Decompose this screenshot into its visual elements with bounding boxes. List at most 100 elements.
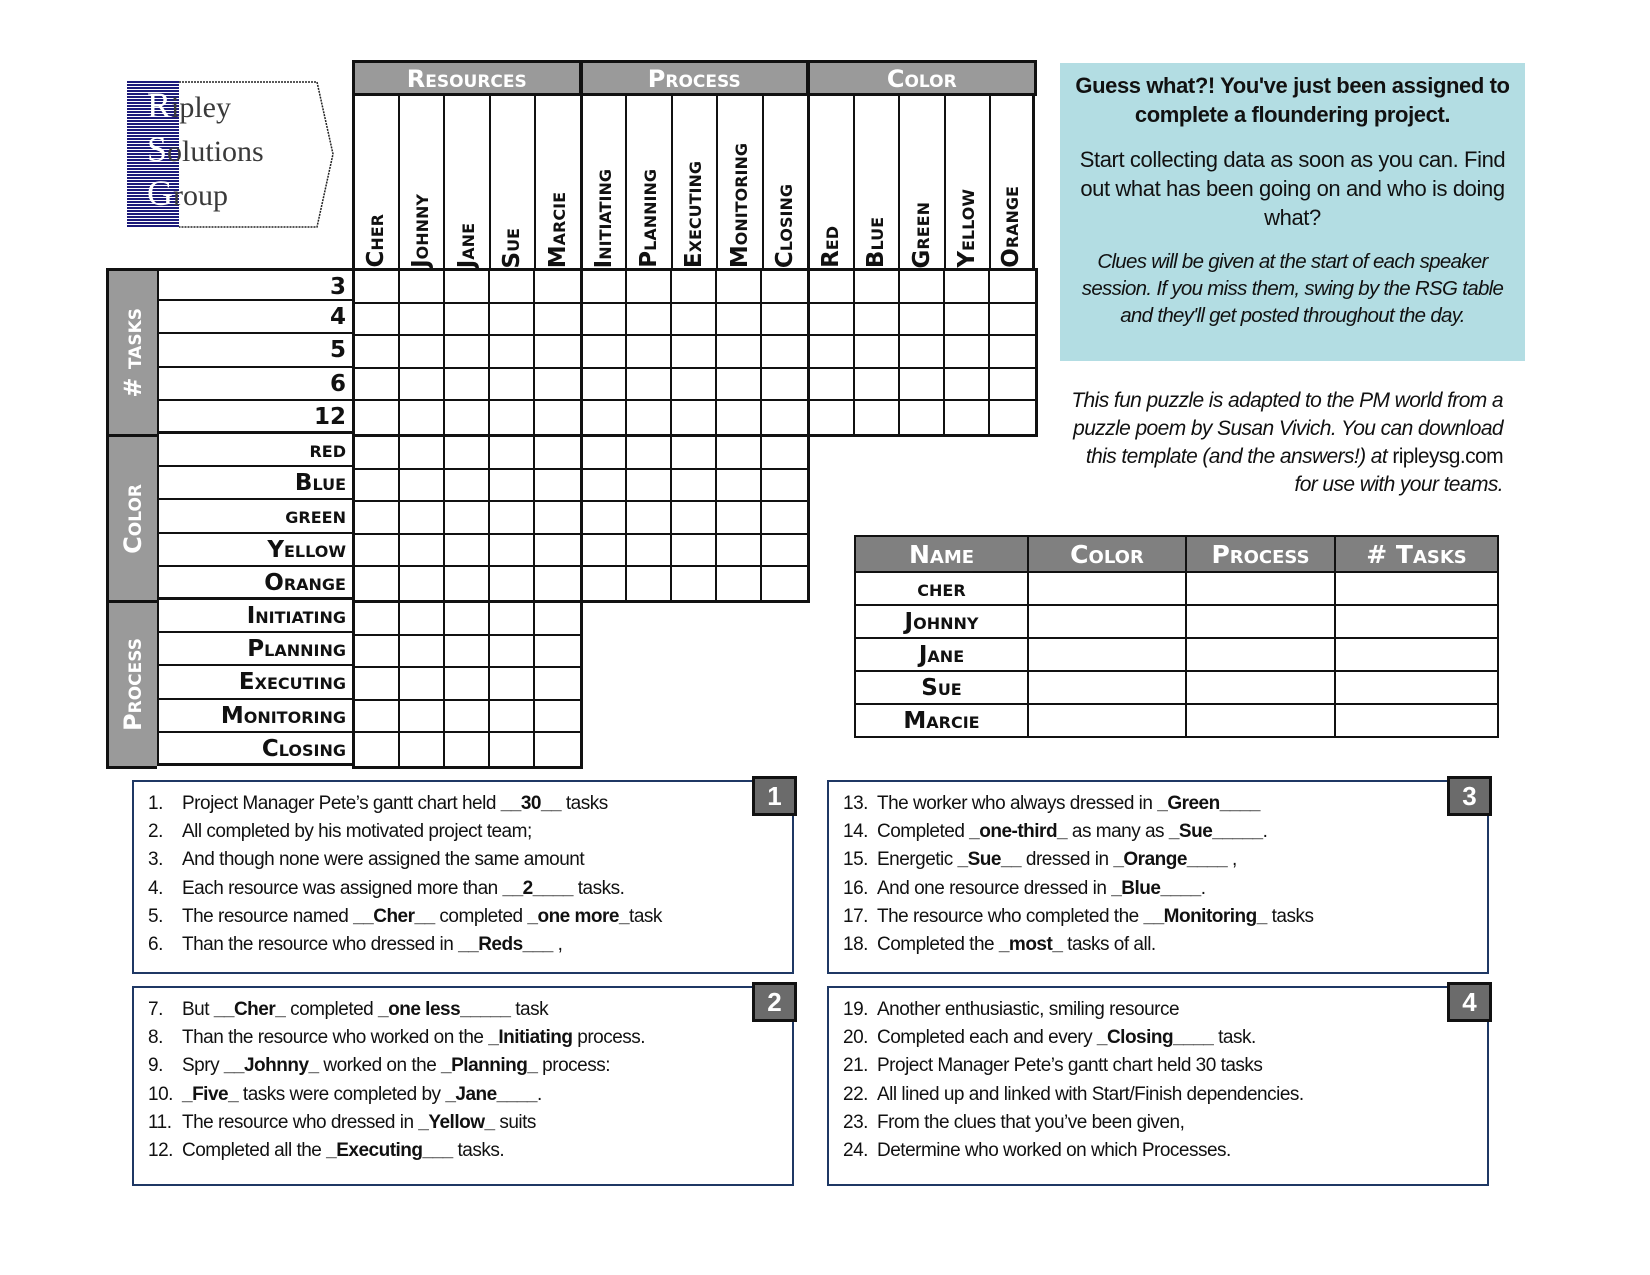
grid-cell[interactable] bbox=[444, 700, 490, 734]
grid-cell[interactable] bbox=[945, 401, 990, 434]
grid-cell[interactable] bbox=[672, 303, 718, 337]
grid-cell[interactable] bbox=[534, 470, 580, 503]
grid-cell[interactable] bbox=[762, 535, 807, 568]
grid-cell[interactable] bbox=[399, 668, 445, 701]
grid-cell[interactable] bbox=[944, 336, 990, 369]
grid-cell[interactable] bbox=[854, 336, 900, 369]
grid-cell[interactable] bbox=[672, 336, 718, 369]
grid-cell[interactable] bbox=[399, 635, 445, 669]
grid-cell[interactable] bbox=[355, 303, 400, 337]
answer-tasks-cell[interactable] bbox=[1334, 604, 1499, 639]
grid-cell[interactable] bbox=[582, 271, 628, 304]
answer-color-cell[interactable] bbox=[1027, 670, 1187, 705]
grid-cell[interactable] bbox=[672, 469, 718, 503]
grid-cell[interactable] bbox=[399, 437, 445, 470]
grid-cell[interactable] bbox=[535, 567, 580, 600]
grid-cell[interactable] bbox=[717, 303, 763, 337]
grid-cell[interactable] bbox=[717, 502, 763, 535]
grid-cell[interactable] bbox=[400, 567, 445, 600]
grid-cell[interactable] bbox=[582, 336, 628, 369]
grid-cell[interactable] bbox=[444, 336, 490, 369]
grid-cell[interactable] bbox=[944, 303, 990, 337]
grid-cell[interactable] bbox=[489, 437, 535, 470]
answer-process-cell[interactable] bbox=[1185, 637, 1336, 672]
grid-cell[interactable] bbox=[899, 368, 945, 402]
grid-cell[interactable] bbox=[489, 368, 535, 402]
grid-cell[interactable] bbox=[717, 437, 763, 470]
grid-cell[interactable] bbox=[672, 534, 718, 568]
grid-cell[interactable] bbox=[627, 303, 673, 337]
grid-cell[interactable] bbox=[399, 469, 445, 503]
grid-cell[interactable] bbox=[489, 534, 535, 568]
grid-cell[interactable] bbox=[399, 502, 445, 535]
grid-cell[interactable] bbox=[899, 336, 945, 369]
grid-cell[interactable] bbox=[399, 603, 445, 636]
grid-cell[interactable] bbox=[490, 401, 535, 434]
grid-cell[interactable] bbox=[535, 401, 580, 434]
grid-cell[interactable] bbox=[399, 700, 445, 734]
grid-cell[interactable] bbox=[762, 567, 807, 600]
grid-cell[interactable] bbox=[717, 567, 763, 600]
grid-cell[interactable] bbox=[582, 437, 628, 470]
answer-tasks-cell[interactable] bbox=[1334, 571, 1499, 606]
grid-cell[interactable] bbox=[627, 336, 673, 369]
grid-cell[interactable] bbox=[627, 534, 673, 568]
grid-cell[interactable] bbox=[444, 603, 490, 636]
grid-cell[interactable] bbox=[489, 271, 535, 304]
grid-cell[interactable] bbox=[944, 368, 990, 402]
grid-cell[interactable] bbox=[355, 603, 400, 636]
grid-cell[interactable] bbox=[534, 304, 580, 337]
grid-cell[interactable] bbox=[989, 304, 1035, 337]
grid-cell[interactable] bbox=[355, 567, 400, 600]
grid-cell[interactable] bbox=[627, 567, 673, 600]
grid-cell[interactable] bbox=[355, 401, 400, 434]
grid-cell[interactable] bbox=[534, 369, 580, 402]
grid-cell[interactable] bbox=[989, 271, 1035, 304]
grid-cell[interactable] bbox=[672, 437, 718, 470]
grid-cell[interactable] bbox=[810, 271, 855, 304]
grid-cell[interactable] bbox=[810, 303, 855, 337]
grid-cell[interactable] bbox=[489, 635, 535, 669]
grid-cell[interactable] bbox=[627, 271, 673, 304]
grid-cell[interactable] bbox=[762, 336, 807, 369]
grid-cell[interactable] bbox=[582, 502, 628, 535]
grid-cell[interactable] bbox=[355, 534, 400, 568]
grid-cell[interactable] bbox=[444, 303, 490, 337]
grid-cell[interactable] bbox=[582, 469, 628, 503]
grid-cell[interactable] bbox=[582, 368, 628, 402]
answer-process-cell[interactable] bbox=[1185, 670, 1336, 705]
grid-cell[interactable] bbox=[535, 733, 580, 766]
grid-cell[interactable] bbox=[855, 401, 900, 434]
grid-cell[interactable] bbox=[489, 668, 535, 701]
grid-cell[interactable] bbox=[444, 469, 490, 503]
grid-cell[interactable] bbox=[355, 469, 400, 503]
grid-cell[interactable] bbox=[534, 271, 580, 304]
grid-cell[interactable] bbox=[444, 368, 490, 402]
grid-cell[interactable] bbox=[534, 701, 580, 734]
grid-cell[interactable] bbox=[990, 401, 1035, 434]
website-link[interactable]: ripleysg.com bbox=[1392, 445, 1503, 468]
answer-process-cell[interactable] bbox=[1185, 604, 1336, 639]
grid-cell[interactable] bbox=[534, 502, 580, 535]
grid-cell[interactable] bbox=[672, 567, 718, 600]
grid-cell[interactable] bbox=[355, 271, 400, 304]
grid-cell[interactable] bbox=[627, 437, 673, 470]
grid-cell[interactable] bbox=[355, 733, 400, 766]
grid-cell[interactable] bbox=[489, 502, 535, 535]
grid-cell[interactable] bbox=[717, 368, 763, 402]
grid-cell[interactable] bbox=[762, 437, 807, 470]
grid-cell[interactable] bbox=[854, 303, 900, 337]
grid-cell[interactable] bbox=[899, 303, 945, 337]
answer-tasks-cell[interactable] bbox=[1334, 637, 1499, 672]
grid-cell[interactable] bbox=[810, 368, 855, 402]
grid-cell[interactable] bbox=[534, 603, 580, 636]
grid-cell[interactable] bbox=[672, 502, 718, 535]
grid-cell[interactable] bbox=[672, 271, 718, 304]
grid-cell[interactable] bbox=[944, 271, 990, 304]
grid-cell[interactable] bbox=[534, 437, 580, 470]
grid-cell[interactable] bbox=[355, 437, 400, 470]
grid-cell[interactable] bbox=[810, 401, 855, 434]
answer-process-cell[interactable] bbox=[1185, 703, 1336, 738]
grid-cell[interactable] bbox=[762, 271, 807, 304]
answer-process-cell[interactable] bbox=[1185, 571, 1336, 606]
